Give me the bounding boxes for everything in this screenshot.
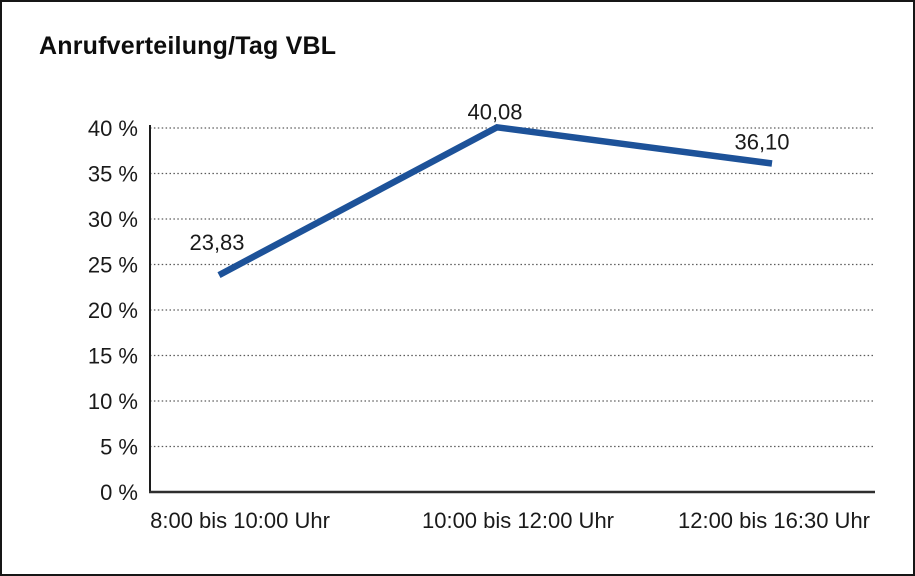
x-category-label: 12:00 bis 16:30 Uhr <box>678 508 870 533</box>
y-tick-label: 5 % <box>100 435 138 460</box>
y-tick-label: 30 % <box>88 207 138 232</box>
x-category-label: 8:00 bis 10:00 Uhr <box>150 508 330 533</box>
y-tick-label: 25 % <box>88 253 138 278</box>
series-line <box>217 123 773 278</box>
y-tick-label: 35 % <box>88 162 138 187</box>
y-tick-label: 15 % <box>88 344 138 369</box>
data-label: 36,10 <box>734 130 789 155</box>
data-label: 40,08 <box>467 99 522 124</box>
x-category-label: 10:00 bis 12:00 Uhr <box>422 508 614 533</box>
y-tick-label: 0 % <box>100 480 138 505</box>
y-tick-label: 20 % <box>88 298 138 323</box>
data-label: 23,83 <box>189 230 244 255</box>
y-tick-label: 40 % <box>88 116 138 141</box>
chart-title: Anrufverteilung/Tag VBL <box>39 32 337 60</box>
y-tick-label: 10 % <box>88 389 138 414</box>
